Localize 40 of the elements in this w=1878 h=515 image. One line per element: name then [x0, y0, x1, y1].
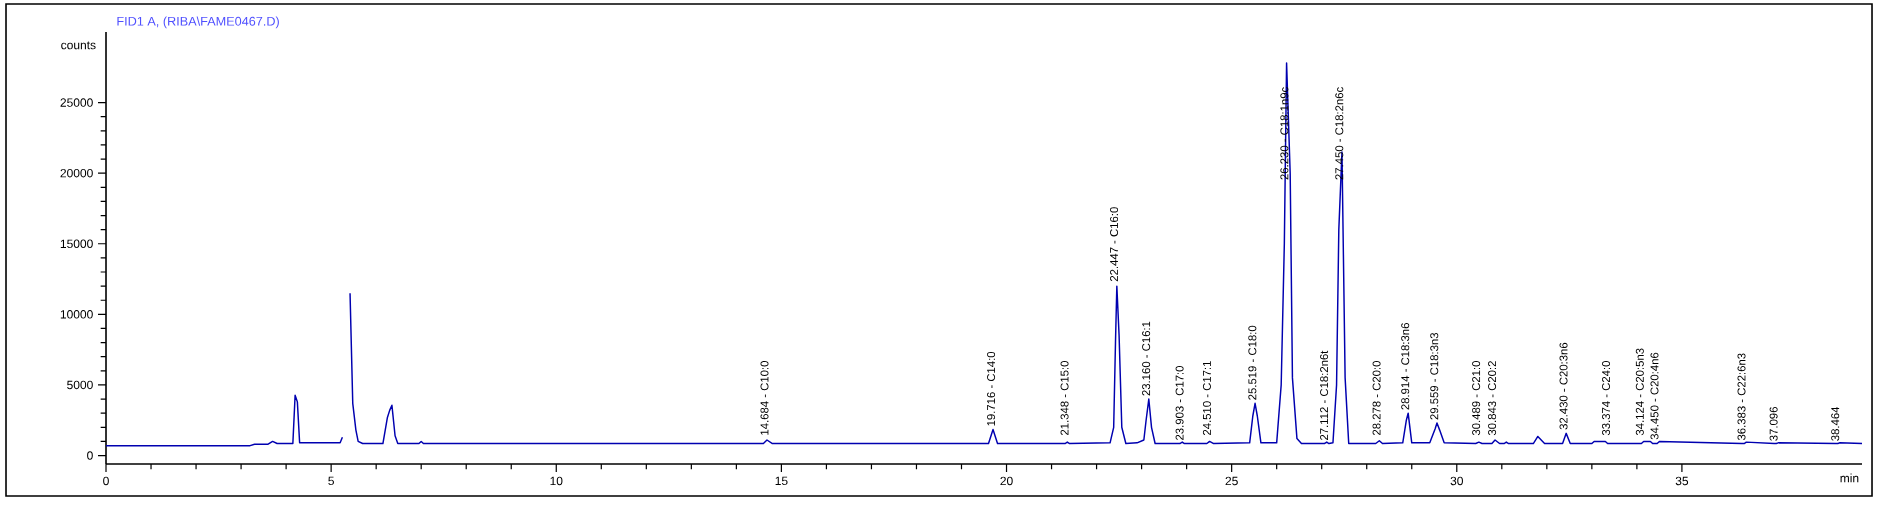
annotation: 33.374 - C24:0	[1602, 361, 1611, 436]
y-axis-title: counts	[61, 41, 96, 50]
x-tick-label: 30	[1450, 476, 1463, 486]
x-tick-label: 0	[103, 476, 109, 486]
y-tick-label: 5000	[67, 380, 93, 390]
x-tick-label: 35	[1675, 476, 1689, 486]
annotation: 29.559 - C18:3n3	[1430, 332, 1439, 420]
annotation: 25.519 - C18:0	[1248, 325, 1257, 400]
annotation: 28.914 - C18:3n6	[1401, 323, 1410, 410]
annotation: 23.160 - C16:1	[1142, 321, 1151, 396]
annotation: 34.450 - C20:4n6	[1650, 352, 1659, 440]
annotation: 27.450 - C18:2n6c	[1335, 87, 1344, 180]
x-tick-label: 15	[775, 476, 788, 486]
annotation: 26.230 - C18:1n9c	[1280, 87, 1289, 180]
y-tick-label: 20000	[60, 168, 93, 178]
y-tick-label: 0	[87, 451, 93, 460]
x-tick-label: 25	[1225, 476, 1238, 486]
y-tick-label: 10000	[60, 310, 93, 319]
annotation: 38.464	[1831, 406, 1840, 441]
annotation: 28.278 - C20:0	[1372, 361, 1381, 436]
x-tick-label: 5	[328, 476, 334, 486]
annotation: 30.489 - C21:0	[1472, 361, 1481, 436]
y-tick-label: 25000	[60, 98, 93, 107]
x-tick-label: 10	[550, 476, 563, 486]
annotation: 24.510 - C17:1	[1202, 361, 1211, 436]
annotation: 32.430 - C20:3n6	[1559, 342, 1568, 430]
annotation: 19.716 - C14:0	[987, 351, 996, 426]
annotation: 14.684 - C10:0	[760, 361, 769, 435]
annotation: 23.903 - C17:0	[1175, 366, 1184, 440]
annotation: 27.112 - C18:2n6t	[1320, 350, 1329, 440]
annotation: 36.383 - C22:6n3	[1737, 353, 1746, 441]
y-tick-label: 15000	[60, 239, 93, 249]
annotation: 22.447 - C16:0	[1110, 207, 1119, 282]
x-axis-title: min	[1840, 473, 1859, 483]
chart-title: FID1 A, (RIBA\FAME0467.D)	[117, 16, 279, 29]
annotation: 21.348 - C15:0	[1060, 361, 1069, 436]
x-tick-label: 20	[1000, 476, 1013, 486]
annotation: 30.843 - C20:2	[1488, 361, 1497, 436]
annotation: 34.124 - C20:5n3	[1635, 348, 1644, 436]
annotation: 37.096	[1769, 407, 1778, 441]
